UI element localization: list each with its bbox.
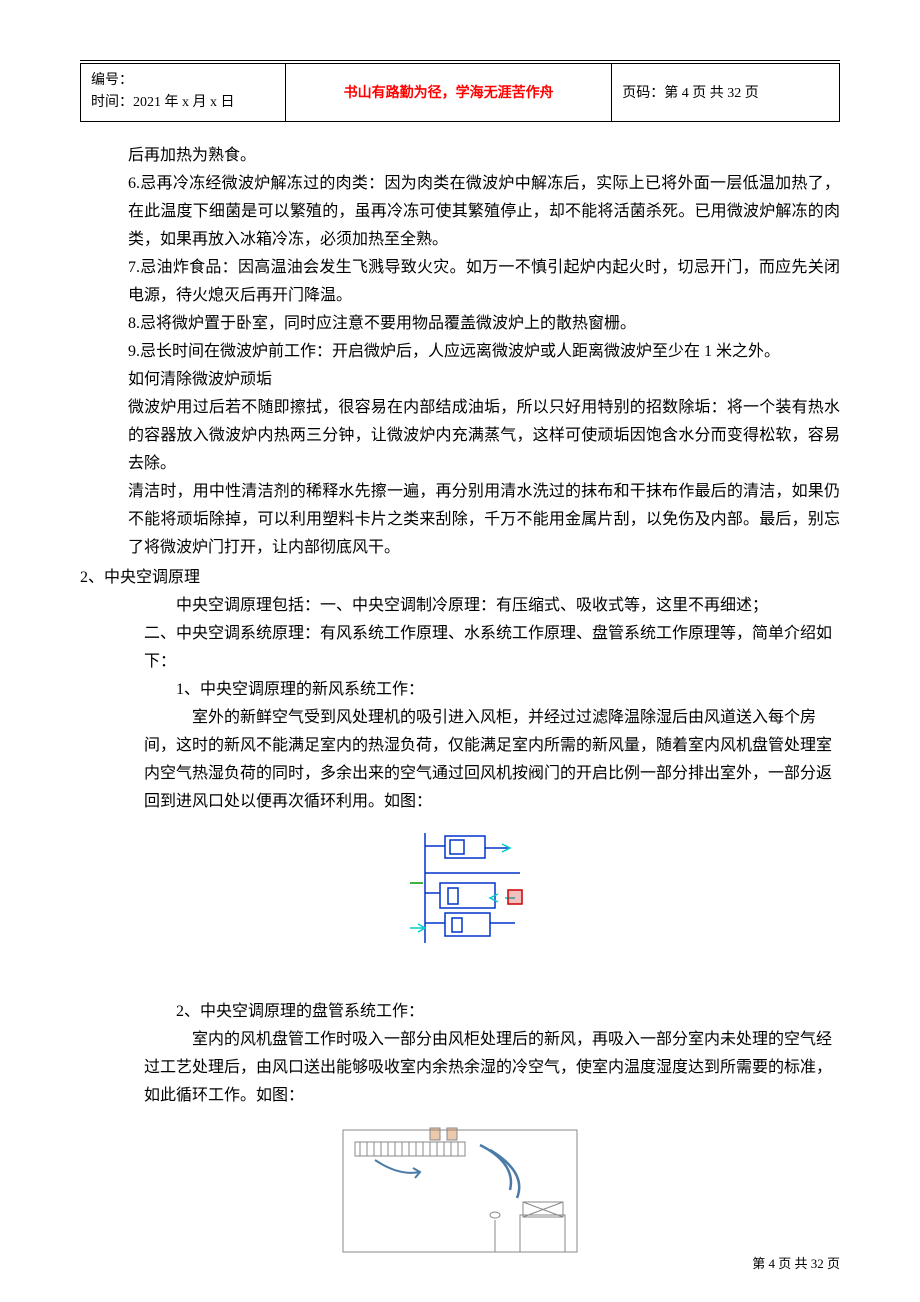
paragraph-item-9: 9.忌长时间在微波炉前工作：开启微炉后，人应远离微波炉或人距离微波炉至少在 1 … <box>80 338 840 366</box>
paragraph-item-8: 8.忌将微炉置于卧室，同时应注意不要用物品覆盖微波炉上的散热窗栅。 <box>80 310 840 338</box>
hvac-diagram-1 <box>390 828 530 948</box>
paragraph-subheading-clean: 如何清除微波炉顽垢 <box>80 366 840 394</box>
page-footer: 第 4 页 共 32 页 <box>752 1253 840 1272</box>
doc-id-label: 编号： <box>91 70 275 92</box>
hvac-diagram-2 <box>335 1120 585 1260</box>
paragraph-item-7: 7.忌油炸食品：因高温油会发生飞溅导致火灾。如万一不慎引起炉内起火时，切忌开门，… <box>80 254 840 310</box>
subsection-2-body: 室内的风机盘管工作时吸入一部分由风柜处理后的新风，再吸入一部分室内未处理的空气经… <box>80 1026 840 1110</box>
subsection-1-body: 室外的新鲜空气受到风处理机的吸引进入风柜，并经过过滤降温除湿后由风道送入每个房间… <box>80 704 840 816</box>
section-2-intro-1: 中央空调原理包括：一、中央空调制冷原理：有压缩式、吸收式等，这里不再细述； <box>80 592 840 620</box>
paragraph-clean-1: 微波炉用过后若不随即擦拭，很容易在内部结成油垢，所以只好用特别的招数除垢：将一个… <box>80 394 840 478</box>
diagram-1-container <box>80 828 840 958</box>
section-2-title: 2、中央空调原理 <box>80 564 840 592</box>
page-top-rule <box>80 60 840 61</box>
header-page-label: 页码：第 4 页 共 32 页 <box>612 64 840 122</box>
doc-date-label: 时间：2021 年 x 月 x 日 <box>91 92 275 114</box>
paragraph-item-6: 6.忌再冷冻经微波炉解冻过的肉类：因为肉类在微波炉中解冻后，实际上已将外面一层低… <box>80 170 840 254</box>
header-motto: 书山有路勤为径，学海无涯苦作舟 <box>285 64 611 122</box>
document-body: 后再加热为熟食。 6.忌再冷冻经微波炉解冻过的肉类：因为肉类在微波炉中解冻后，实… <box>80 142 840 1270</box>
subsection-1-title: 1、中央空调原理的新风系统工作： <box>80 676 840 704</box>
diagram-2-container <box>80 1120 840 1270</box>
subsection-2-title: 2、中央空调原理的盘管系统工作： <box>80 998 840 1026</box>
paragraph-clean-2: 清洁时，用中性清洁剂的稀释水先擦一遍，再分别用清水洗过的抹布和干抹布作最后的清洁… <box>80 478 840 562</box>
subsection-2-body-text: 室内的风机盘管工作时吸入一部分由风柜处理后的新风，再吸入一部分室内未处理的空气经… <box>144 1031 832 1104</box>
header-left-cell: 编号： 时间：2021 年 x 月 x 日 <box>81 64 286 122</box>
subsection-1-body-text: 室外的新鲜空气受到风处理机的吸引进入风柜，并经过过滤降温除湿后由风道送入每个房间… <box>144 709 832 810</box>
section-2-intro-2: 二、中央空调系统原理：有风系统工作原理、水系统工作原理、盘管系统工作原理等，简单… <box>80 620 840 676</box>
header-table: 编号： 时间：2021 年 x 月 x 日 书山有路勤为径，学海无涯苦作舟 页码… <box>80 63 840 122</box>
paragraph-continuation: 后再加热为熟食。 <box>80 142 840 170</box>
